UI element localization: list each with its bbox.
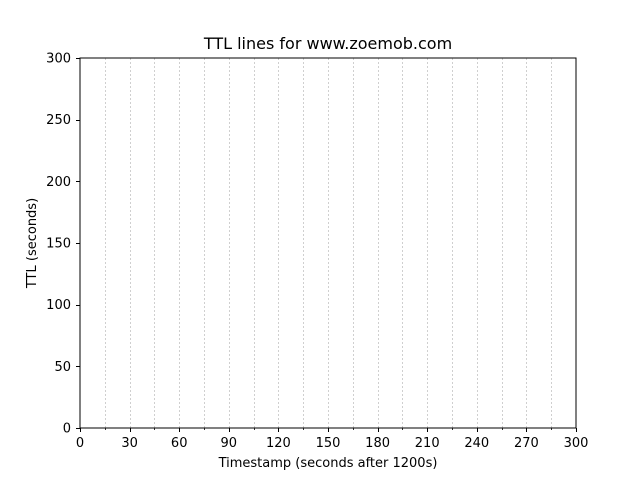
y-axis-ticks: 0 50 100 150 200 250 300 xyxy=(46,52,80,437)
x-tick-label: 300 xyxy=(564,436,589,451)
x-tick-label: 210 xyxy=(415,436,440,451)
y-tick-label: 300 xyxy=(46,52,71,67)
x-tick-label: 90 xyxy=(221,436,238,451)
x-axis-ticks: 0 30 60 90 120 150 180 210 240 270 300 xyxy=(76,428,589,451)
x-tick-label: 60 xyxy=(171,436,188,451)
x-tick-label: 0 xyxy=(76,436,84,451)
y-tick-label: 250 xyxy=(46,113,71,128)
x-axis-label: Timestamp (seconds after 1200s) xyxy=(218,456,438,471)
x-tick-label: 240 xyxy=(464,436,489,451)
x-tick-label: 120 xyxy=(266,436,291,451)
y-axis-label: TTL (seconds) xyxy=(25,198,40,289)
y-tick-label: 150 xyxy=(46,237,71,252)
y-tick-label: 100 xyxy=(46,298,71,313)
x-tick-label: 30 xyxy=(121,436,138,451)
chart-title: TTL lines for www.zoemob.com xyxy=(203,34,452,53)
y-tick-label: 50 xyxy=(54,360,71,375)
x-tick-label: 150 xyxy=(316,436,341,451)
x-tick-label: 270 xyxy=(514,436,539,451)
grid-layer xyxy=(105,58,552,428)
x-tick-label: 180 xyxy=(365,436,390,451)
y-tick-label: 0 xyxy=(63,422,71,437)
y-tick-label: 200 xyxy=(46,175,71,190)
plot-area xyxy=(80,58,576,428)
